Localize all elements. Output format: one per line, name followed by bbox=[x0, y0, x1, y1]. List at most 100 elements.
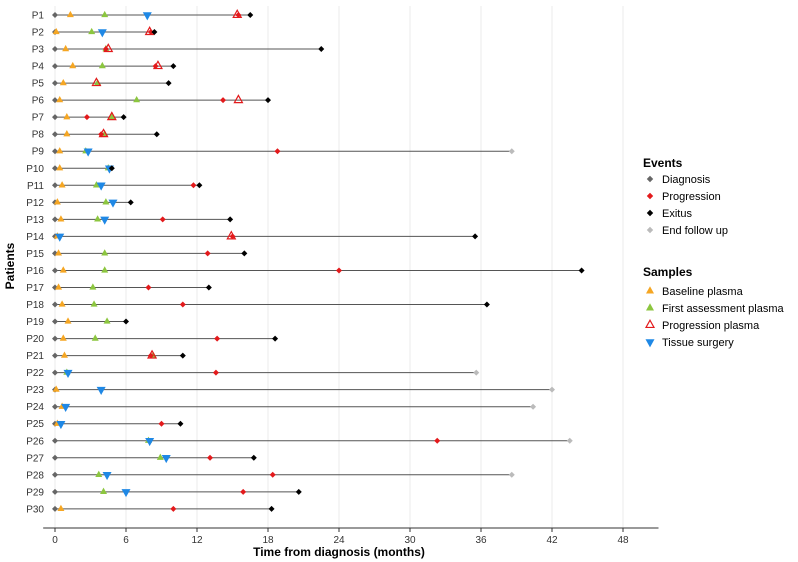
diagnosis-marker bbox=[52, 46, 58, 53]
progression-marker bbox=[158, 420, 165, 427]
baseline-plasma-marker bbox=[57, 504, 65, 512]
patient-label: P2 bbox=[32, 28, 45, 39]
first-assessment-plasma-marker bbox=[101, 10, 109, 18]
patient-label: P21 bbox=[26, 351, 44, 362]
diagnosis-marker bbox=[52, 318, 58, 325]
baseline-plasma-marker bbox=[52, 27, 60, 35]
first-assessment-plasma-marker bbox=[98, 61, 106, 69]
progression-plasma-marker bbox=[233, 94, 244, 104]
patient-row bbox=[52, 181, 203, 191]
diagnosis-marker bbox=[52, 267, 58, 274]
diagnosis-marker bbox=[52, 403, 58, 410]
end-follow-up-marker bbox=[508, 471, 515, 478]
patient-row bbox=[52, 26, 158, 38]
legend-baseline-label: Baseline plasma bbox=[662, 286, 744, 298]
legend-progression-key bbox=[646, 192, 654, 200]
patient-row bbox=[52, 487, 302, 498]
first-assessment-plasma-marker bbox=[156, 453, 164, 460]
diagnosis-marker bbox=[52, 352, 58, 359]
diagnosis-marker bbox=[52, 97, 58, 104]
first-assessment-plasma-marker bbox=[92, 181, 100, 188]
patient-label: P9 bbox=[32, 147, 45, 158]
patient-row bbox=[52, 385, 555, 396]
exitus-marker bbox=[265, 97, 271, 104]
diagnosis-marker bbox=[52, 216, 58, 223]
x-axis-title: Time from diagnosis (months) bbox=[253, 545, 425, 559]
first-assessment-plasma-marker bbox=[94, 215, 102, 222]
exitus-marker bbox=[153, 131, 160, 138]
patient-row bbox=[52, 43, 325, 53]
tissue-surgery-marker bbox=[96, 386, 106, 396]
tissue-surgery-marker bbox=[97, 29, 107, 38]
end-follow-up-marker bbox=[549, 386, 555, 393]
legend-diagnosis-key bbox=[646, 175, 654, 183]
progression-plasma-marker bbox=[106, 111, 117, 121]
patient-row bbox=[52, 266, 585, 274]
progression-marker bbox=[147, 29, 154, 36]
patient-row bbox=[52, 349, 186, 359]
progression-marker bbox=[170, 505, 177, 512]
x-tick-label: 36 bbox=[475, 535, 487, 546]
exitus-marker bbox=[120, 114, 127, 121]
diagnosis-marker bbox=[52, 12, 58, 18]
patient-row bbox=[52, 147, 515, 157]
y-axis-title: Patients bbox=[3, 242, 17, 289]
tissue-surgery-marker bbox=[161, 455, 171, 464]
tissue-surgery-marker bbox=[121, 489, 131, 498]
patient-label: P27 bbox=[26, 453, 44, 464]
patient-row bbox=[52, 436, 573, 447]
x-tick-label: 42 bbox=[546, 535, 558, 546]
baseline-plasma-marker bbox=[59, 334, 67, 341]
tissue-surgery-marker bbox=[56, 420, 66, 430]
legend-baseline-key bbox=[646, 286, 654, 294]
patient-row bbox=[52, 164, 115, 174]
patient-label: P11 bbox=[27, 181, 44, 192]
diagnosis-marker bbox=[52, 437, 58, 444]
end-follow-up-marker bbox=[530, 403, 537, 410]
patient-row bbox=[52, 402, 537, 413]
patient-label: P24 bbox=[26, 402, 44, 413]
baseline-plasma-marker bbox=[63, 130, 71, 137]
diagnosis-marker bbox=[52, 114, 58, 121]
exitus-marker bbox=[165, 80, 172, 87]
legend-first-assessment-label: First assessment plasma bbox=[662, 303, 785, 315]
progression-plasma-marker bbox=[91, 77, 102, 87]
exitus-marker bbox=[268, 505, 275, 512]
legend-tissue-key bbox=[645, 339, 655, 348]
baseline-plasma-marker bbox=[66, 10, 74, 18]
x-axis: 0 6 12 18 24 30 36 42 48 bbox=[43, 527, 659, 546]
patient-label: P19 bbox=[26, 317, 44, 328]
legend-end-follow-up-label: End follow up bbox=[662, 225, 728, 237]
progression-marker bbox=[214, 335, 221, 342]
progression-marker bbox=[152, 63, 159, 70]
legend-end-follow-up-key bbox=[646, 226, 654, 234]
diagnosis-marker bbox=[52, 148, 58, 155]
x-tick-label: 12 bbox=[191, 535, 203, 546]
progression-marker bbox=[179, 301, 186, 308]
patient-label: P14 bbox=[26, 232, 44, 243]
baseline-plasma-marker bbox=[55, 283, 63, 290]
progression-marker bbox=[269, 471, 276, 478]
progression-marker bbox=[434, 437, 441, 444]
x-tick-label: 48 bbox=[617, 535, 629, 546]
patient-label: P5 bbox=[32, 79, 45, 90]
baseline-plasma-marker bbox=[55, 249, 63, 256]
diagnosis-marker bbox=[52, 131, 58, 138]
baseline-plasma-marker bbox=[56, 164, 64, 171]
tissue-surgery-marker bbox=[142, 12, 152, 21]
diagnosis-marker bbox=[52, 471, 58, 478]
tissue-surgery-marker bbox=[63, 369, 73, 378]
exitus-marker bbox=[179, 352, 186, 359]
legend-diagnosis-label: Diagnosis bbox=[662, 174, 711, 186]
exitus-marker bbox=[205, 284, 212, 291]
first-assessment-plasma-marker bbox=[100, 487, 108, 494]
progression-marker bbox=[102, 46, 109, 53]
progression-marker bbox=[159, 216, 166, 223]
legend-events: Events Diagnosis Progression Exitus End fol… bbox=[643, 156, 728, 237]
diagnosis-marker bbox=[52, 488, 58, 495]
patient-label: P16 bbox=[26, 266, 44, 277]
diagnosis-marker bbox=[52, 63, 58, 70]
diagnosis-marker bbox=[52, 369, 58, 376]
patient-label: P8 bbox=[32, 130, 45, 141]
